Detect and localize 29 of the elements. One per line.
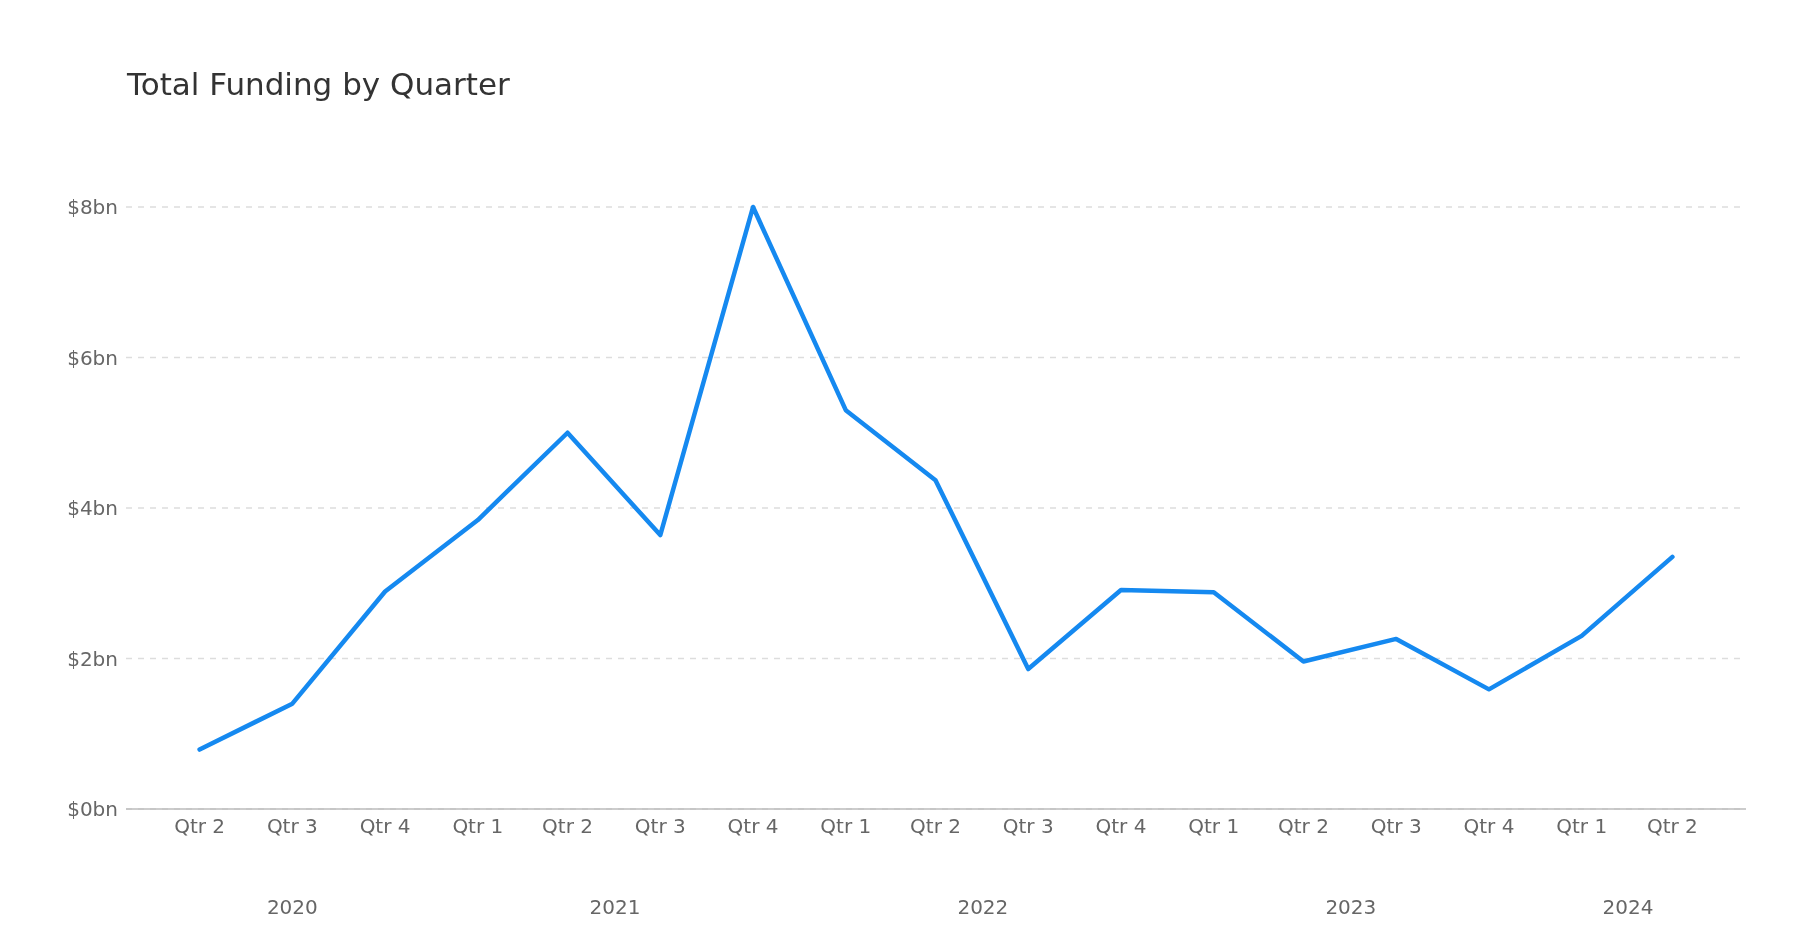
x-tick-label: Qtr 2 [1278, 814, 1329, 838]
x-tick-label: Qtr 2 [174, 814, 226, 838]
y-tick-label: $8bn [67, 195, 118, 219]
x-tick-label: Qtr 1 [1556, 814, 1608, 838]
x-tick-label: Qtr 4 [1463, 814, 1515, 838]
x-tick-label: Qtr 2 [910, 814, 961, 838]
chart-title: Total Funding by Quarter [127, 65, 510, 103]
x-tick-label: Qtr 3 [1370, 814, 1422, 838]
x-tick-label: Qtr 4 [1095, 814, 1147, 838]
y-tick-label: $0bn [67, 797, 118, 821]
x-tick-label: Qtr 3 [634, 814, 686, 838]
x2-tick-label: 2022 [957, 895, 1009, 919]
x-tick-label: Qtr 3 [1002, 814, 1054, 838]
x-tick-label: Qtr 4 [727, 814, 779, 838]
x-tick-label: Qtr 2 [542, 814, 593, 838]
x-tick-label: Qtr 1 [1188, 814, 1240, 838]
x-tick-label: Qtr 2 [1646, 814, 1698, 838]
y-tick-label: $6bn [67, 345, 118, 370]
line-series [197, 204, 1675, 752]
x2-tick-label: 2023 [1325, 895, 1377, 919]
x-tick-label: Qtr 3 [266, 814, 318, 838]
x2-tick-label: 2021 [589, 895, 641, 919]
x2-tick-label: 2024 [1602, 895, 1654, 919]
x2-tick-label: 2020 [266, 895, 318, 919]
x-tick-label: Qtr 4 [359, 814, 411, 838]
y-tick-label: $4bn [67, 496, 118, 520]
x-tick-label: Qtr 1 [820, 814, 872, 838]
y-tick-label: $2bn [67, 646, 118, 671]
x-tick-label: Qtr 1 [452, 814, 504, 838]
